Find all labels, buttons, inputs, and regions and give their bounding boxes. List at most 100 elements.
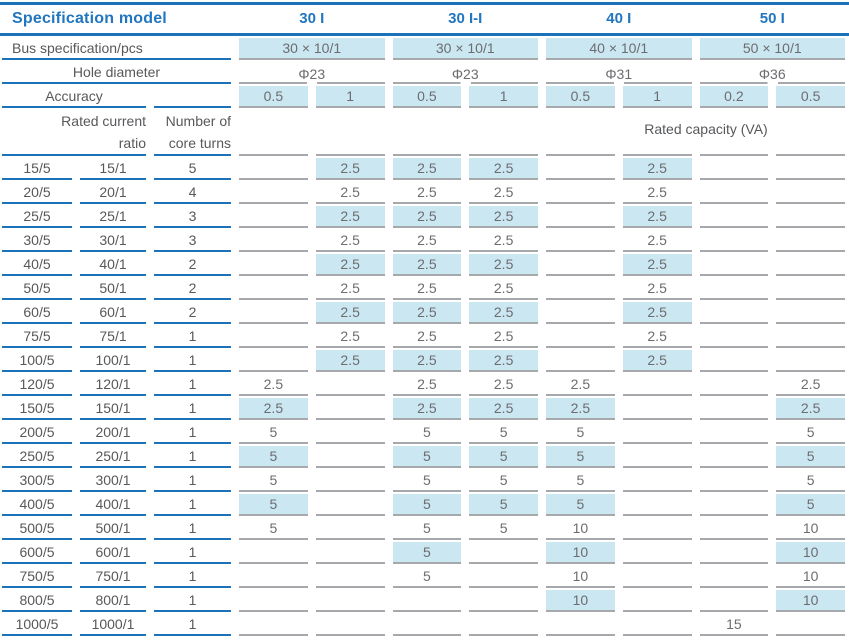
top-rule [0, 2, 849, 5]
ratio-secondary-cell: 50/1 [80, 276, 146, 300]
value-cell: 5 [776, 446, 845, 468]
value-cell: 5 [239, 494, 308, 516]
ratio-cell: 120/5 [2, 372, 72, 396]
value-cell: 2.5 [546, 398, 615, 420]
value-cell: 5 [776, 422, 845, 444]
value-cell: 5 [546, 422, 615, 444]
capacity-header: Rated capacity (VA) [644, 121, 768, 137]
value-cell [699, 470, 769, 492]
table-row: 800/5 800/1 1 10 10 [0, 588, 849, 612]
table-row: 25/5 25/1 3 2.5 2.5 2.5 2.5 [0, 204, 849, 228]
value-cell: 2.5 [469, 278, 538, 300]
hole-diameter-cell: Φ23 [239, 60, 385, 84]
value-cell [622, 494, 692, 516]
value-cell [239, 590, 308, 612]
value-cell [622, 470, 692, 492]
value-cell [469, 566, 538, 588]
value-cell [699, 590, 769, 612]
value-cell: 5 [469, 446, 538, 468]
ratio-cell: 40/5 [2, 252, 72, 276]
turns-cell: 1 [154, 444, 231, 468]
value-cell: 2.5 [392, 326, 462, 348]
hole-diameter-cell: Φ36 [699, 60, 845, 84]
value-cell: 2.5 [469, 230, 538, 252]
table-row: 40/5 40/1 2 2.5 2.5 2.5 2.5 [0, 252, 849, 276]
model-header-row: Specification model 30 I 30 I-I 40 I 50 … [0, 5, 849, 36]
value-cell: 5 [469, 494, 538, 516]
value-cell [546, 614, 615, 636]
value-cell: 10 [546, 542, 615, 564]
ratio-secondary-cell: 800/1 [80, 588, 146, 612]
value-cell [239, 254, 308, 276]
value-cell [622, 446, 692, 468]
ratio-secondary-cell: 250/1 [80, 444, 146, 468]
value-cell [239, 350, 308, 372]
turns-cell: 3 [154, 228, 231, 252]
bus-spec-cell: 50 × 10/1 [699, 38, 845, 60]
bus-spec-label: Bus specification/pcs [2, 36, 231, 60]
table-row: 150/5 150/1 1 2.5 2.5 2.5 2.5 2.5 [0, 396, 849, 420]
ratio-cell: 300/5 [2, 468, 72, 492]
value-cell [776, 182, 845, 204]
value-cell: 5 [392, 494, 462, 516]
value-cell: 2.5 [622, 350, 692, 372]
hole-diameter-label: Hole diameter [2, 60, 231, 84]
ratio-secondary-cell: 1000/1 [80, 612, 146, 636]
value-cell: 2.5 [239, 398, 308, 420]
ratio-secondary-cell: 600/1 [80, 540, 146, 564]
value-cell [776, 350, 845, 372]
accuracy-row: Accuracy 0.5 1 0.5 1 0.5 1 0.2 0.5 [0, 84, 849, 108]
value-cell: 2.5 [776, 374, 845, 396]
value-cell: 2.5 [469, 374, 538, 396]
value-cell [315, 470, 385, 492]
value-cell [776, 614, 845, 636]
value-cell [699, 278, 769, 300]
table-row: 100/5 100/1 1 2.5 2.5 2.5 2.5 [0, 348, 849, 372]
table-row: 250/5 250/1 1 5 5 5 5 5 [0, 444, 849, 468]
value-cell: 2.5 [315, 326, 385, 348]
capacity-spacer-cell [699, 108, 769, 156]
value-cell [315, 398, 385, 420]
value-cell: 5 [469, 518, 538, 540]
turns-cell: 1 [154, 588, 231, 612]
accuracy-label: Accuracy [2, 84, 146, 108]
ratio-cell: 800/5 [2, 588, 72, 612]
value-cell: 10 [776, 566, 845, 588]
value-cell [776, 278, 845, 300]
ratio-secondary-cell: 750/1 [80, 564, 146, 588]
value-cell: 2.5 [469, 350, 538, 372]
ratio-cell: 250/5 [2, 444, 72, 468]
value-cell: 2.5 [315, 182, 385, 204]
value-cell: 2.5 [392, 158, 462, 180]
value-cell: 2.5 [392, 374, 462, 396]
table-row: 60/5 60/1 2 2.5 2.5 2.5 2.5 [0, 300, 849, 324]
capacity-spacer-cell [776, 108, 845, 156]
table-row: 400/5 400/1 1 5 5 5 5 5 [0, 492, 849, 516]
table-row: 20/5 20/1 4 2.5 2.5 2.5 2.5 [0, 180, 849, 204]
value-cell: 2.5 [392, 350, 462, 372]
value-cell: 5 [392, 566, 462, 588]
ratio-header-line1: Rated current [61, 113, 146, 129]
value-cell: 2.5 [469, 158, 538, 180]
value-cell: 2.5 [622, 302, 692, 324]
value-cell: 2.5 [315, 158, 385, 180]
value-cell: 2.5 [392, 278, 462, 300]
value-cell [469, 614, 538, 636]
table-row: 15/5 15/1 5 2.5 2.5 2.5 2.5 [0, 156, 849, 180]
ratio-secondary-cell: 25/1 [80, 204, 146, 228]
turns-cell: 1 [154, 468, 231, 492]
value-cell: 2.5 [392, 230, 462, 252]
page-title: Specification model [12, 10, 167, 27]
turns-cell: 3 [154, 204, 231, 228]
ratio-secondary-cell: 300/1 [80, 468, 146, 492]
value-cell: 2.5 [315, 302, 385, 324]
value-cell: 2.5 [392, 206, 462, 228]
ratio-cell: 60/5 [2, 300, 72, 324]
turns-cell: 5 [154, 156, 231, 180]
value-cell: 2.5 [392, 254, 462, 276]
ratio-secondary-cell: 40/1 [80, 252, 146, 276]
value-cell [699, 398, 769, 420]
value-cell: 5 [392, 446, 462, 468]
capacity-spacer-cell [315, 108, 385, 156]
ratio-secondary-cell: 15/1 [80, 156, 146, 180]
